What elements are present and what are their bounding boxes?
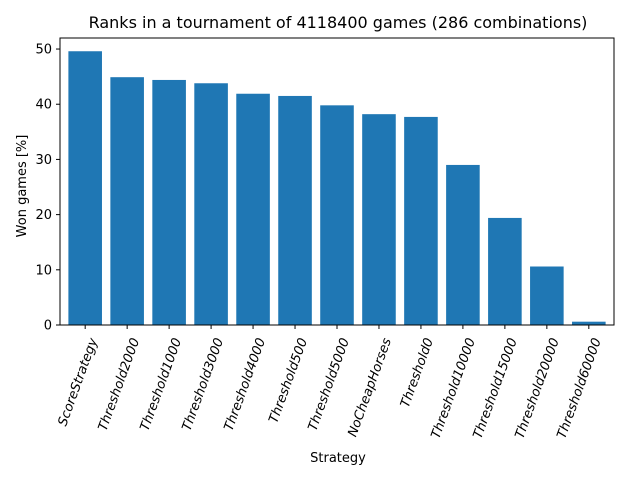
y-tick-label: 0 [44, 319, 52, 334]
bar-threshold15000 [488, 217, 522, 325]
bar-nocheaphorses [362, 114, 396, 325]
bar-threshold5000 [320, 105, 354, 325]
y-tick-label: 30 [35, 153, 52, 168]
x-tick-label: Threshold0 [398, 336, 437, 409]
y-axis: 0 10 20 30 40 50 [35, 43, 60, 334]
x-tick-label: Threshold5000 [306, 336, 353, 433]
bar-scorestrategy [68, 51, 102, 325]
bar-threshold500 [278, 95, 312, 325]
y-axis-label: Won games [%] [15, 135, 30, 238]
chart-title: Ranks in a tournament of 4118400 games (… [89, 13, 588, 32]
bar-threshold0 [404, 116, 438, 325]
x-tick-label: Threshold15000 [471, 336, 521, 440]
x-tick-label: Threshold20000 [513, 336, 563, 440]
x-tick-label: Threshold1000 [138, 336, 185, 433]
bar-threshold2000 [110, 77, 144, 325]
x-tick-label: Threshold500 [266, 336, 311, 425]
y-tick-label: 20 [35, 208, 52, 223]
x-tick-label: Threshold2000 [96, 336, 143, 433]
x-tick-label: ScoreStrategy [56, 336, 102, 428]
x-tick-label: Threshold10000 [429, 336, 479, 440]
bar-threshold20000 [530, 266, 564, 325]
x-tick-label: Threshold60000 [555, 336, 605, 440]
bar-threshold3000 [194, 83, 228, 325]
bar-threshold10000 [446, 164, 480, 325]
x-tick-label: Threshold4000 [222, 336, 269, 433]
x-axis: ScoreStrategyThreshold2000Threshold1000T… [56, 325, 605, 441]
x-tick-label: Threshold3000 [180, 336, 227, 433]
x-tick-label: NoCheapHorses [345, 336, 395, 439]
y-tick-label: 40 [35, 98, 52, 113]
y-tick-label: 50 [35, 43, 52, 58]
bar-threshold4000 [236, 93, 270, 326]
bars-group [68, 51, 606, 326]
bar-threshold1000 [152, 79, 186, 325]
x-axis-label: Strategy [310, 451, 366, 466]
bar-threshold60000 [572, 321, 606, 325]
y-tick-label: 10 [35, 263, 52, 278]
